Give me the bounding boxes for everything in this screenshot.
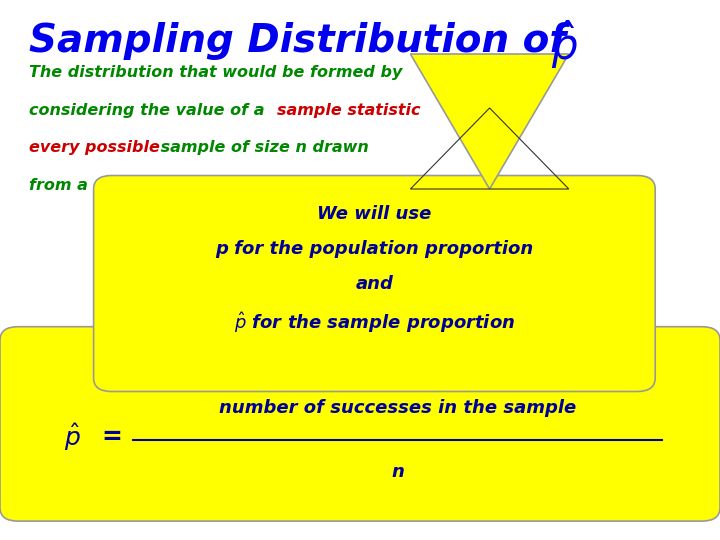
Text: number of successes in the sample: number of successes in the sample <box>219 399 577 416</box>
FancyBboxPatch shape <box>0 327 720 521</box>
FancyBboxPatch shape <box>94 176 655 392</box>
Polygon shape <box>410 54 569 189</box>
Text: Sampling Distribution of: Sampling Distribution of <box>29 22 580 59</box>
Text: from a population.: from a population. <box>29 178 197 193</box>
Text: In this case, we will use: In this case, we will use <box>230 362 490 381</box>
Text: and: and <box>356 275 393 293</box>
Text: p for the population proportion: p for the population proportion <box>215 240 534 258</box>
Text: $\hat{p}$: $\hat{p}$ <box>551 19 577 71</box>
Text: =: = <box>102 426 122 449</box>
Text: $\hat{p}$: $\hat{p}$ <box>63 422 81 453</box>
Text: n: n <box>392 463 404 481</box>
Text: for: for <box>443 103 474 118</box>
Text: every possible: every possible <box>29 140 160 156</box>
Text: sample statistic: sample statistic <box>277 103 420 118</box>
Text: sample of size n drawn: sample of size n drawn <box>155 140 369 156</box>
Text: $\hat{p}$ for the sample proportion: $\hat{p}$ for the sample proportion <box>234 310 515 335</box>
Text: The distribution that would be formed by: The distribution that would be formed by <box>29 65 402 80</box>
Text: considering the value of a: considering the value of a <box>29 103 270 118</box>
Text: We will use: We will use <box>318 205 431 223</box>
